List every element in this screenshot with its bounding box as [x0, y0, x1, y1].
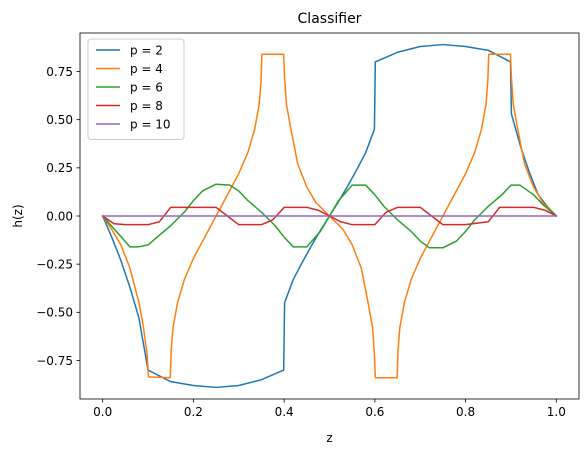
x-tick-label: 0.0	[93, 405, 112, 419]
y-axis-label: h(z)	[11, 204, 25, 227]
chart-title: Classifier	[298, 11, 362, 27]
series-lines	[101, 43, 558, 389]
legend-label: p = 10	[130, 117, 171, 131]
x-tick-label: 0.2	[184, 405, 203, 419]
y-tick-label: 0.00	[46, 209, 73, 223]
x-axis-ticks: 0.0 0.2 0.4 0.6 0.8 1.0	[93, 399, 566, 419]
x-tick-label: 0.4	[275, 405, 294, 419]
x-tick-label: 0.8	[456, 405, 475, 419]
legend-label: p = 8	[130, 99, 163, 113]
plot-area	[101, 43, 558, 389]
y-tick-label: −0.50	[36, 306, 73, 320]
y-tick-label: −0.75	[36, 354, 73, 368]
y-axis-ticks: −0.75 −0.50 −0.25 0.00 0.25 0.50 0.75	[36, 65, 80, 368]
legend-box	[87, 38, 185, 140]
legend-label: p = 6	[130, 80, 163, 94]
legend-label: p = 2	[130, 43, 163, 57]
y-tick-label: 0.75	[46, 65, 73, 79]
y-tick-label: −0.25	[36, 257, 73, 271]
x-axis-label: z	[326, 431, 332, 445]
x-tick-label: 1.0	[547, 405, 566, 419]
legend-label: p = 4	[130, 62, 163, 76]
x-tick-label: 0.6	[365, 405, 384, 419]
y-tick-label: 0.50	[46, 113, 73, 127]
legend: p = 2 p = 4 p = 6 p = 8 p = 10	[87, 38, 185, 140]
y-tick-label: 0.25	[46, 161, 73, 175]
